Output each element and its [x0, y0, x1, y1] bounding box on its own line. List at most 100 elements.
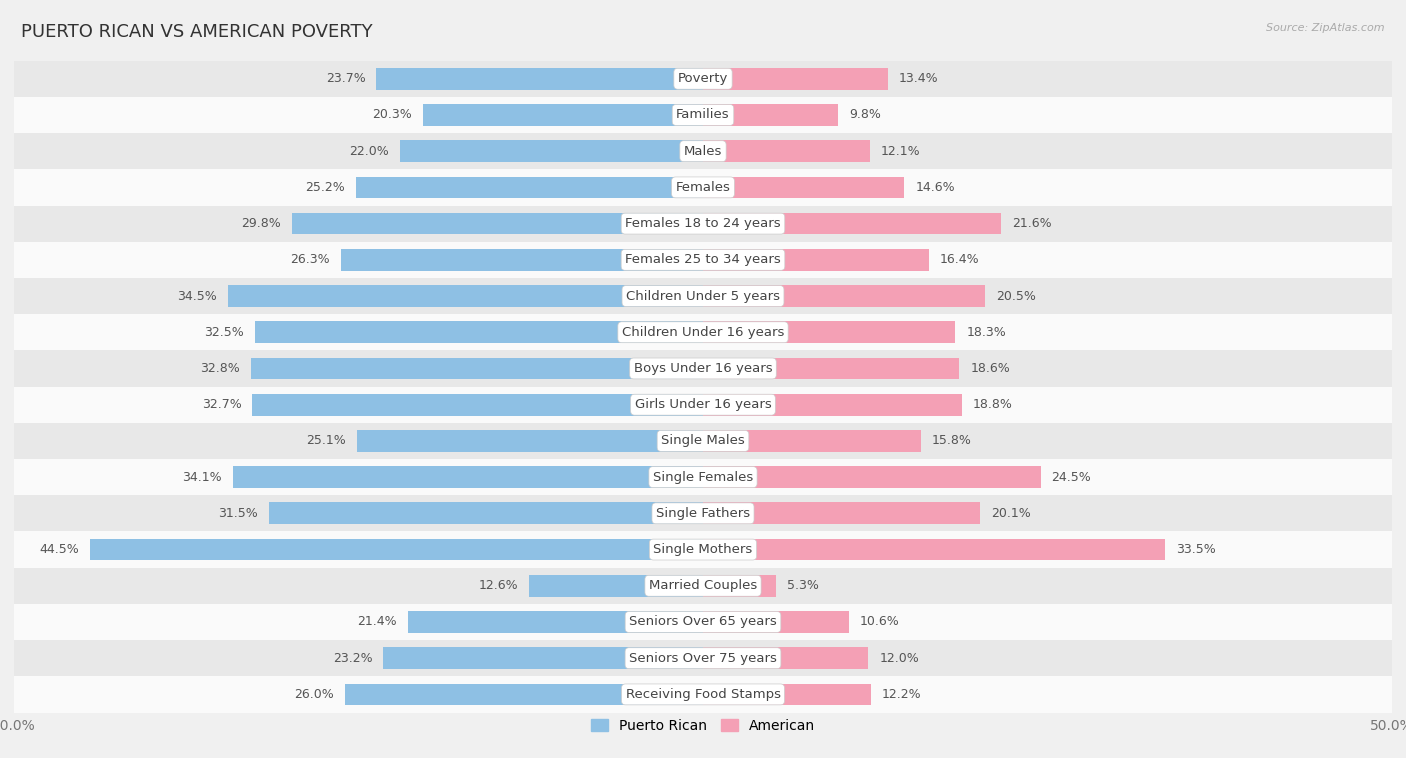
Bar — [14, 205, 1392, 242]
Bar — [90, 539, 703, 560]
Text: Females: Females — [675, 181, 731, 194]
Bar — [408, 611, 703, 633]
Text: Seniors Over 75 years: Seniors Over 75 years — [628, 652, 778, 665]
Bar — [703, 430, 921, 452]
Bar — [14, 604, 1392, 640]
Bar — [14, 133, 1392, 169]
Text: 25.2%: 25.2% — [305, 181, 344, 194]
Bar — [14, 278, 1392, 314]
Text: 12.6%: 12.6% — [478, 579, 519, 592]
Bar — [253, 394, 703, 415]
Text: 13.4%: 13.4% — [898, 72, 938, 85]
Bar — [14, 459, 1392, 495]
Text: Single Fathers: Single Fathers — [657, 507, 749, 520]
Text: 18.6%: 18.6% — [970, 362, 1010, 375]
Text: 15.8%: 15.8% — [932, 434, 972, 447]
Text: Married Couples: Married Couples — [650, 579, 756, 592]
Bar — [384, 647, 703, 669]
Bar — [14, 350, 1392, 387]
Text: 34.1%: 34.1% — [183, 471, 222, 484]
Text: 12.2%: 12.2% — [882, 688, 922, 701]
Bar — [530, 575, 703, 597]
Bar — [14, 676, 1392, 713]
Text: 10.6%: 10.6% — [860, 615, 900, 628]
Bar — [228, 285, 703, 307]
Legend: Puerto Rican, American: Puerto Rican, American — [586, 713, 820, 738]
Bar — [703, 575, 776, 597]
Text: Single Males: Single Males — [661, 434, 745, 447]
Text: 22.0%: 22.0% — [349, 145, 389, 158]
Text: Children Under 16 years: Children Under 16 years — [621, 326, 785, 339]
Text: PUERTO RICAN VS AMERICAN POVERTY: PUERTO RICAN VS AMERICAN POVERTY — [21, 23, 373, 41]
Text: Females 25 to 34 years: Females 25 to 34 years — [626, 253, 780, 266]
Bar — [703, 394, 962, 415]
Text: 12.1%: 12.1% — [880, 145, 921, 158]
Text: 20.1%: 20.1% — [991, 507, 1031, 520]
Bar — [703, 611, 849, 633]
Bar — [399, 140, 703, 162]
Text: Source: ZipAtlas.com: Source: ZipAtlas.com — [1267, 23, 1385, 33]
Text: Seniors Over 65 years: Seniors Over 65 years — [628, 615, 778, 628]
Text: Receiving Food Stamps: Receiving Food Stamps — [626, 688, 780, 701]
Text: Males: Males — [683, 145, 723, 158]
Text: 5.3%: 5.3% — [787, 579, 818, 592]
Text: 9.8%: 9.8% — [849, 108, 882, 121]
Bar — [703, 213, 1001, 234]
Bar — [703, 249, 929, 271]
Bar — [703, 140, 870, 162]
Text: 23.2%: 23.2% — [333, 652, 373, 665]
Bar — [252, 358, 703, 379]
Bar — [703, 466, 1040, 488]
Text: 21.4%: 21.4% — [357, 615, 396, 628]
Bar — [14, 314, 1392, 350]
Text: Families: Families — [676, 108, 730, 121]
Text: Females 18 to 24 years: Females 18 to 24 years — [626, 217, 780, 230]
Text: 44.5%: 44.5% — [39, 543, 79, 556]
Text: 23.7%: 23.7% — [326, 72, 366, 85]
Bar — [14, 242, 1392, 278]
Bar — [14, 61, 1392, 97]
Bar — [344, 684, 703, 705]
Text: 20.3%: 20.3% — [373, 108, 412, 121]
Bar — [14, 495, 1392, 531]
Text: Poverty: Poverty — [678, 72, 728, 85]
Bar — [703, 358, 959, 379]
Text: Children Under 5 years: Children Under 5 years — [626, 290, 780, 302]
Bar — [14, 568, 1392, 604]
Bar — [703, 321, 955, 343]
Text: 32.7%: 32.7% — [201, 398, 242, 411]
Bar — [356, 177, 703, 199]
Text: 20.5%: 20.5% — [997, 290, 1036, 302]
Bar — [423, 104, 703, 126]
Bar — [703, 503, 980, 525]
Text: 33.5%: 33.5% — [1175, 543, 1215, 556]
Bar — [703, 177, 904, 199]
Bar — [703, 104, 838, 126]
Text: Boys Under 16 years: Boys Under 16 years — [634, 362, 772, 375]
Bar — [14, 531, 1392, 568]
Text: 26.3%: 26.3% — [290, 253, 329, 266]
Bar — [254, 321, 703, 343]
Text: Single Females: Single Females — [652, 471, 754, 484]
Text: Single Mothers: Single Mothers — [654, 543, 752, 556]
Text: 31.5%: 31.5% — [218, 507, 257, 520]
Text: 26.0%: 26.0% — [294, 688, 333, 701]
Text: 32.5%: 32.5% — [204, 326, 245, 339]
Bar — [340, 249, 703, 271]
Bar — [703, 539, 1164, 560]
Text: 16.4%: 16.4% — [941, 253, 980, 266]
Bar — [14, 640, 1392, 676]
Text: 32.8%: 32.8% — [200, 362, 240, 375]
Bar — [703, 684, 872, 705]
Bar — [292, 213, 703, 234]
Bar — [14, 169, 1392, 205]
Bar — [703, 285, 986, 307]
Text: 25.1%: 25.1% — [307, 434, 346, 447]
Text: 14.6%: 14.6% — [915, 181, 955, 194]
Text: 34.5%: 34.5% — [177, 290, 217, 302]
Text: 24.5%: 24.5% — [1052, 471, 1091, 484]
Text: 18.3%: 18.3% — [966, 326, 1005, 339]
Text: 18.8%: 18.8% — [973, 398, 1012, 411]
Text: 29.8%: 29.8% — [242, 217, 281, 230]
Bar — [703, 647, 869, 669]
